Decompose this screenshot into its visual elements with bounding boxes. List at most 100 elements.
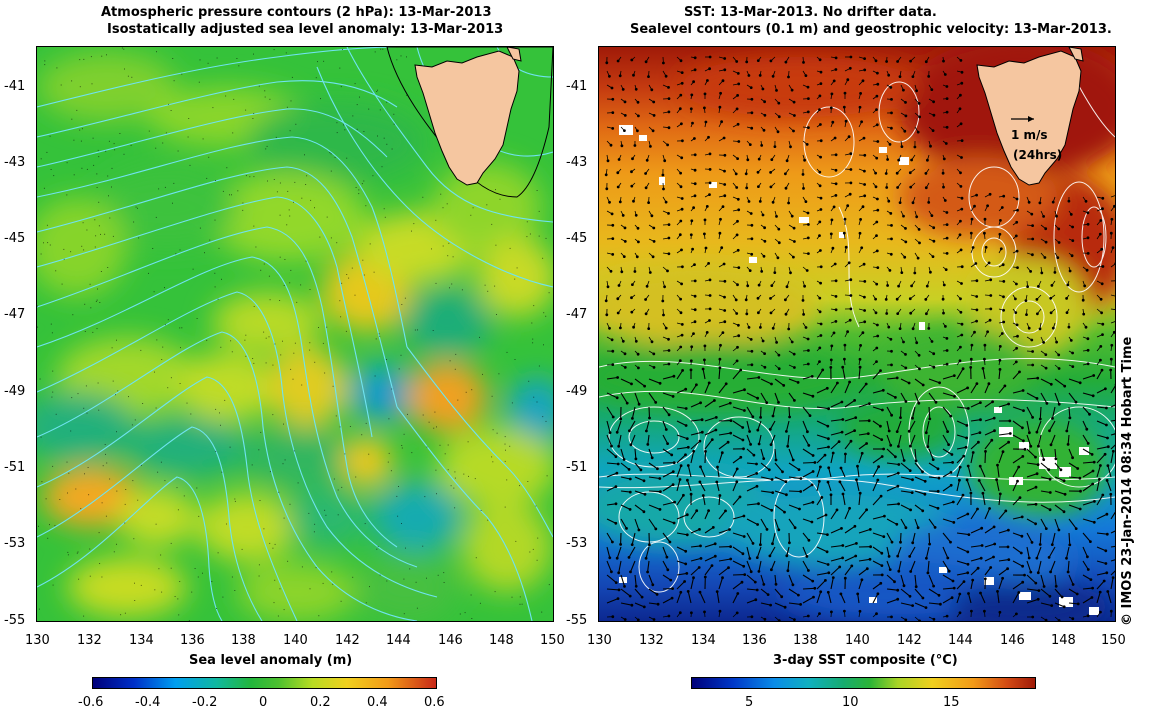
velocity-arrow-head [818, 58, 822, 62]
velocity-arrow-head [1034, 522, 1038, 526]
velocity-arrow [732, 546, 744, 555]
velocity-arrow-head [773, 271, 777, 275]
velocity-arrow-head [840, 527, 843, 530]
tasmania-land [386, 47, 553, 198]
velocity-arrow [662, 484, 674, 492]
velocity-arrow [1040, 476, 1051, 480]
sla-dot [84, 473, 85, 475]
velocity-arrow-head [916, 130, 920, 134]
velocity-arrow-head [632, 199, 635, 203]
right-cbtick-1: 10 [842, 695, 859, 710]
velocity-arrow [928, 406, 931, 419]
sla-dot [60, 84, 62, 86]
sla-dot [279, 256, 281, 258]
velocity-arrow-head [876, 82, 880, 86]
sla-dot [209, 239, 211, 241]
velocity-arrow [942, 392, 955, 397]
sla-dot [45, 498, 47, 500]
sla-dot [214, 219, 216, 221]
velocity-arrow-head [959, 345, 962, 349]
velocity-arrow-head [628, 429, 631, 433]
velocity-arrow-head [1068, 269, 1072, 273]
sla-dot [279, 182, 281, 184]
velocity-arrow-head [866, 432, 870, 436]
velocity-arrow-head [936, 489, 940, 493]
velocity-arrow-head [619, 543, 623, 546]
sla-dot [67, 551, 69, 553]
sla-dot [405, 547, 406, 549]
sla-dot [214, 272, 216, 274]
velocity-arrow [909, 546, 916, 557]
velocity-arrow-head [741, 438, 745, 442]
sla-dot [401, 523, 402, 524]
velocity-arrow-head [692, 576, 695, 580]
sla-dot [495, 244, 497, 246]
velocity-arrow-head [611, 97, 615, 101]
velocity-arrow-head [707, 262, 710, 265]
sla-dot [219, 412, 220, 414]
sla-dot [154, 371, 155, 373]
sla-dot [102, 465, 104, 467]
velocity-arrow-head [890, 540, 894, 544]
velocity-arrow [1039, 532, 1042, 545]
velocity-arrow [676, 494, 684, 506]
velocity-arrow-head [945, 211, 949, 214]
velocity-arrow-head [937, 593, 941, 597]
velocity-arrow-head [1057, 619, 1061, 621]
velocity-arrow [732, 496, 741, 506]
sla-dot [511, 402, 513, 404]
sla-dot [198, 81, 200, 83]
velocity-arrow-head [1092, 460, 1096, 464]
velocity-arrow [620, 448, 625, 460]
velocity-arrow [606, 574, 617, 584]
velocity-arrow [1012, 371, 1020, 380]
sla-dot [170, 567, 172, 569]
velocity-arrow [676, 514, 688, 520]
velocity-arrow [816, 546, 828, 553]
velocity-arrow-head [863, 68, 867, 72]
velocity-arrow [900, 462, 911, 472]
velocity-arrow-head [1017, 465, 1021, 469]
sla-dot [131, 424, 133, 426]
velocity-arrow-head [740, 580, 744, 584]
velocity-arrow-head [735, 611, 739, 615]
velocity-arrow [1012, 480, 1019, 492]
sla-dot [51, 396, 53, 398]
right-xtick-7: 144 [948, 633, 973, 648]
velocity-arrow [620, 518, 627, 529]
velocity-arrow [1110, 559, 1115, 562]
velocity-arrow [704, 526, 714, 534]
velocity-arrow-head [606, 159, 610, 163]
velocity-arrow-head [799, 490, 803, 493]
sla-dot [536, 401, 538, 403]
sla-dot [61, 283, 63, 285]
sla-dot [140, 349, 142, 351]
velocity-arrow [662, 375, 675, 380]
velocity-arrow-head [886, 284, 890, 287]
velocity-arrow [1050, 434, 1056, 446]
velocity-arrow-head [969, 491, 973, 495]
velocity-arrow-head [631, 283, 634, 287]
sla-dot [422, 545, 424, 547]
velocity-arrow-head [606, 285, 610, 289]
velocity-arrow-head [993, 542, 997, 546]
velocity-arrow [746, 546, 751, 559]
velocity-arrow-head [975, 382, 979, 386]
sla-dot [92, 137, 94, 139]
velocity-arrow-head [978, 431, 982, 435]
sla-dot [401, 304, 403, 305]
velocity-arrow-head [960, 333, 964, 337]
sla-dot [172, 202, 173, 204]
sla-dot [491, 456, 493, 458]
velocity-arrow [928, 574, 935, 587]
velocity-arrow-head [1048, 508, 1052, 512]
velocity-arrow-head [1044, 240, 1048, 244]
velocity-arrow [1040, 588, 1051, 597]
velocity-arrow-head [784, 480, 788, 484]
velocity-arrow-head [690, 93, 694, 97]
velocity-arrow [970, 544, 983, 548]
velocity-arrow-head [771, 200, 775, 204]
velocity-arrow-head [627, 468, 631, 471]
velocity-arrow [1012, 497, 1021, 506]
left-ytick-6: -53 [4, 536, 26, 551]
